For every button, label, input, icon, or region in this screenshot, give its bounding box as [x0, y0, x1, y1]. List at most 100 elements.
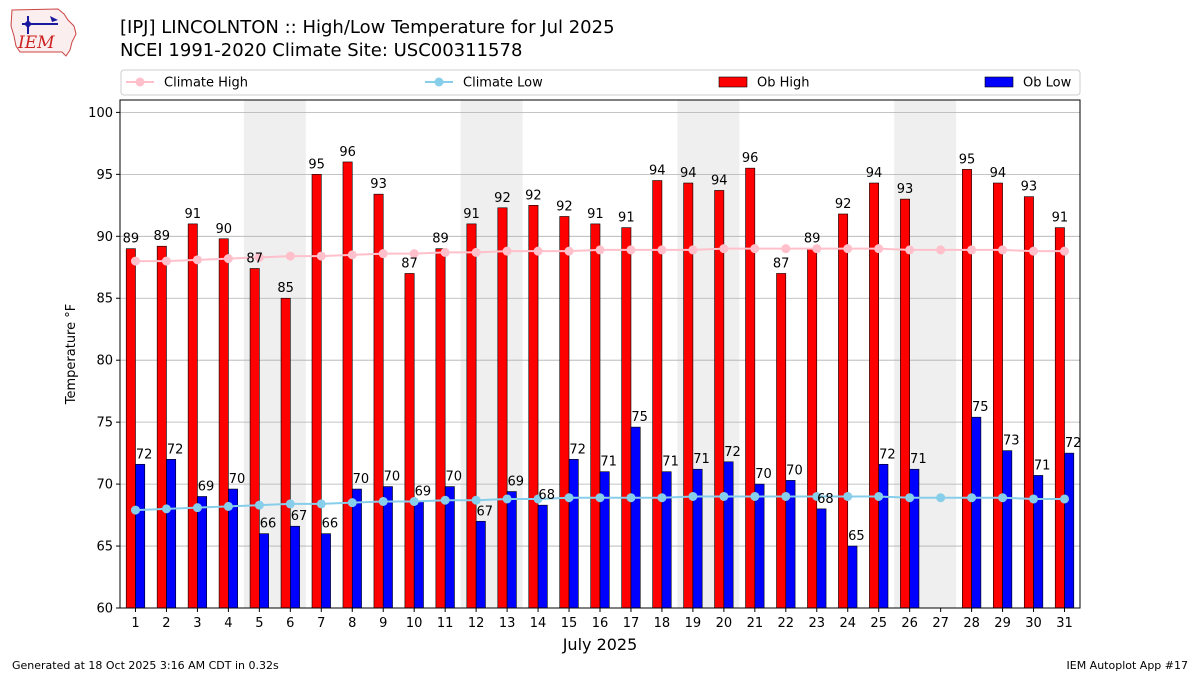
ob-high-label: 87 — [401, 256, 418, 271]
ob-high-label: 94 — [649, 164, 666, 179]
climate-low-point — [564, 493, 574, 503]
climate-low-point — [533, 494, 543, 504]
ob-low-bar — [290, 525, 300, 609]
ob-low-label: 75 — [972, 400, 989, 415]
x-tick-label: 7 — [317, 616, 325, 631]
ob-high-bar — [342, 161, 353, 609]
ob-low-label: 72 — [136, 447, 153, 462]
x-tick-label: 12 — [468, 616, 485, 631]
x-tick-label: 19 — [685, 616, 702, 631]
ob-high-bar — [621, 227, 632, 609]
ob-high-bar — [652, 180, 663, 609]
ob-high-label: 87 — [246, 252, 263, 267]
climate-low-point — [223, 501, 233, 511]
climate-high-point — [1060, 246, 1070, 256]
ob-high-bar — [590, 223, 601, 609]
x-tick-label: 29 — [994, 616, 1011, 631]
climate-high-point — [471, 247, 481, 257]
climate-low-point — [998, 493, 1008, 503]
ob-low-bar — [444, 486, 455, 609]
climate-high-point — [781, 244, 791, 254]
ob-low-bar — [754, 483, 765, 609]
climate-high-point — [936, 245, 946, 255]
legend-label-ob-high: Ob High — [757, 76, 810, 91]
ob-high-label: 93 — [370, 177, 387, 192]
ob-low-bar — [506, 491, 517, 609]
climate-low-point — [502, 494, 512, 504]
climate-low-point — [409, 496, 419, 506]
climate-high-point — [750, 244, 760, 254]
ob-low-label: 69 — [507, 475, 524, 490]
ob-low-label: 67 — [291, 509, 308, 524]
ob-high-label: 95 — [959, 152, 976, 167]
climate-low-point — [161, 504, 171, 514]
ob-high-label: 96 — [742, 151, 759, 166]
ob-high-label: 92 — [556, 199, 573, 214]
climate-high-point — [378, 249, 388, 259]
climate-low-point — [967, 493, 977, 503]
ob-low-label: 70 — [755, 467, 772, 482]
ob-low-label: 67 — [477, 504, 494, 519]
legend-box — [120, 69, 1081, 96]
x-tick-label: 24 — [839, 616, 856, 631]
climate-low-point — [781, 491, 791, 501]
x-tick-label: 20 — [716, 616, 733, 631]
y-tick-label: 70 — [96, 478, 113, 493]
climate-lines — [130, 244, 1070, 515]
x-tick-label: 3 — [193, 616, 201, 631]
bars — [125, 161, 1075, 609]
ob-low-bar — [661, 471, 672, 609]
ob-high-bar — [435, 248, 446, 609]
climate-low-point — [719, 491, 729, 501]
ob-low-label: 72 — [569, 442, 586, 457]
ob-low-label: 66 — [322, 517, 339, 532]
climate-low-point — [595, 493, 605, 503]
ob-low-bar — [537, 504, 548, 609]
climate-high-point — [533, 246, 543, 256]
x-tick-label: 14 — [530, 616, 547, 631]
x-tick-label: 26 — [901, 616, 918, 631]
ob-high-bar — [497, 207, 508, 609]
climate-low-point — [874, 491, 884, 501]
ob-high-label: 91 — [185, 207, 202, 222]
x-tick-label: 15 — [561, 616, 578, 631]
ob-high-label: 89 — [154, 229, 171, 244]
ob-low-label: 66 — [260, 517, 277, 532]
climate-high-point — [285, 251, 295, 261]
climate-high-point — [161, 256, 171, 266]
ob-high-bar — [528, 205, 539, 609]
climate-low-point — [130, 505, 140, 515]
ob-high-label: 91 — [463, 207, 480, 222]
x-tick-label: 22 — [778, 616, 795, 631]
ob-high-bar — [807, 248, 818, 609]
legend-label-climate-high: Climate High — [164, 76, 248, 91]
ob-low-bar — [847, 545, 858, 609]
ob-high-bar — [156, 245, 167, 609]
ob-high-bar — [1054, 227, 1065, 609]
climate-low-point — [378, 496, 388, 506]
ob-low-bar — [568, 459, 579, 609]
climate-high-point — [719, 244, 729, 254]
ob-high-label: 94 — [990, 166, 1007, 181]
ob-high-bar — [838, 213, 849, 609]
y-tick-label: 90 — [96, 230, 113, 245]
ob-low-bar — [475, 520, 486, 609]
x-tick-label: 5 — [255, 616, 263, 631]
chart-subtitle: NCEI 1991-2020 Climate Site: USC00311578 — [120, 40, 523, 61]
ob-low-label: 65 — [848, 529, 865, 544]
climate-high-point — [626, 245, 636, 255]
climate-high-point — [812, 244, 822, 254]
ob-low-bar — [135, 463, 146, 609]
ob-low-bar — [599, 471, 610, 609]
x-tick-label: 13 — [499, 616, 516, 631]
x-tick-label: 21 — [747, 616, 764, 631]
ob-low-bar — [816, 508, 827, 609]
ob-high-bar — [311, 174, 322, 609]
ob-high-label: 94 — [866, 166, 883, 181]
ob-low-label: 72 — [1065, 436, 1082, 451]
ob-low-bar — [630, 426, 641, 609]
climate-high-point — [502, 246, 512, 256]
chart-title: [IPJ] LINCOLNTON :: High/Low Temperature… — [120, 17, 615, 38]
ob-low-bar — [692, 468, 703, 609]
climate-low-point — [657, 493, 667, 503]
